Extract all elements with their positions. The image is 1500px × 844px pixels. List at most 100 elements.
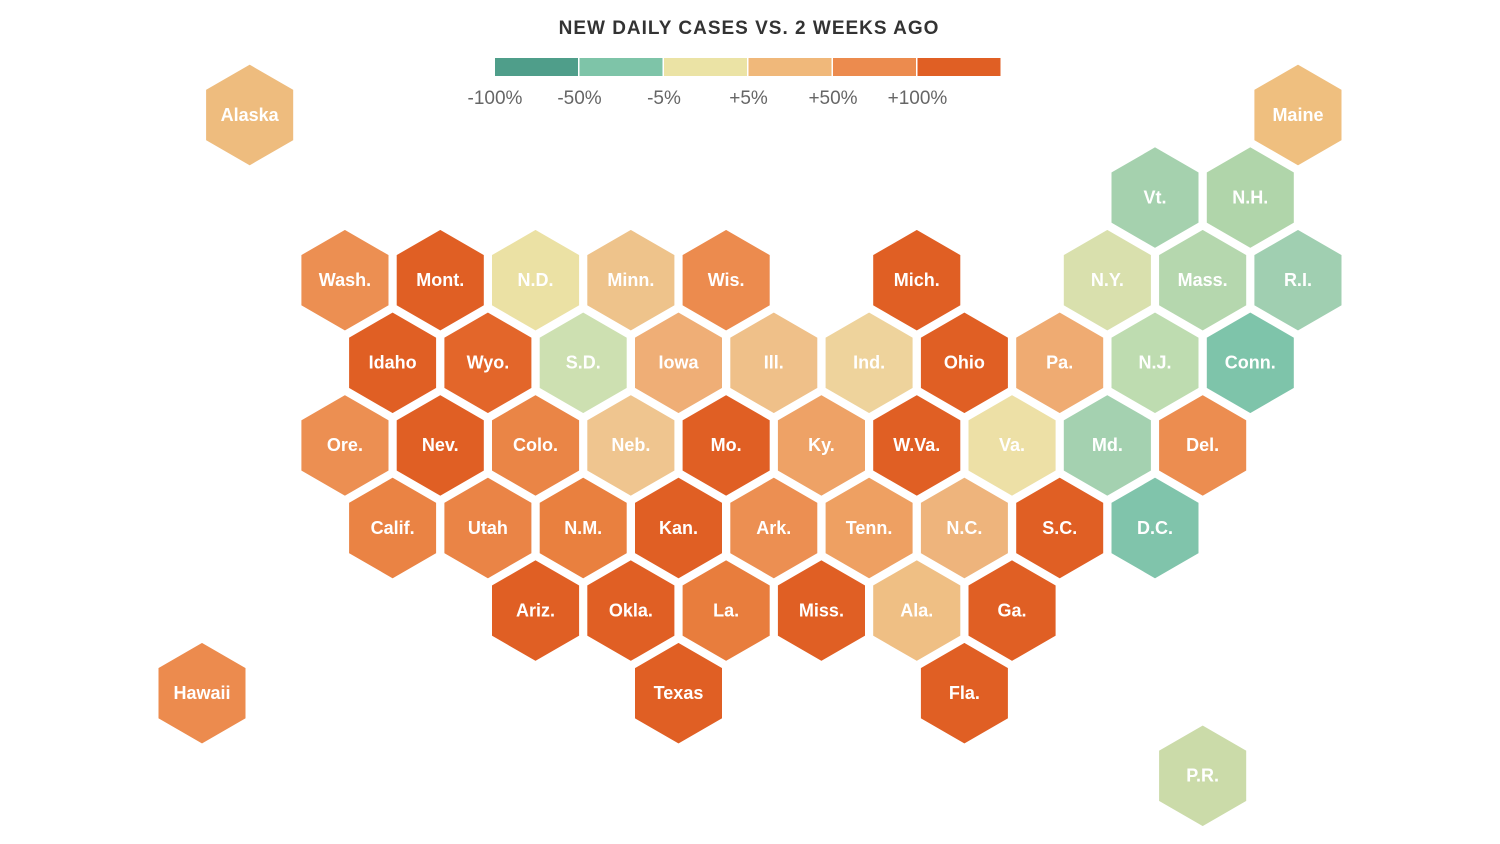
state-label: Minn. <box>607 270 654 290</box>
legend-swatch <box>664 58 747 76</box>
state-label: Mont. <box>416 270 464 290</box>
state-label: Maine <box>1272 105 1323 125</box>
state-hex <box>393 391 487 500</box>
state-hex <box>489 556 583 665</box>
state-hex <box>870 391 964 500</box>
state-hex <box>679 556 773 665</box>
state-label: R.I. <box>1284 270 1312 290</box>
state-label: Ohio <box>944 353 985 373</box>
state-hex <box>1013 309 1107 417</box>
legend-swatch <box>833 58 916 76</box>
state-label: Hawaii <box>173 683 230 703</box>
state-hex <box>822 309 916 417</box>
state-label: Ala. <box>900 600 933 620</box>
state-hex <box>1060 226 1154 334</box>
state-hex <box>679 391 773 500</box>
state-label: Iowa <box>658 353 699 373</box>
state-hex <box>965 556 1059 665</box>
state-label: P.R. <box>1186 766 1219 786</box>
state-hex <box>1108 474 1202 582</box>
state-hex <box>298 391 392 500</box>
state-label: Miss. <box>799 600 844 620</box>
state-hex <box>346 309 440 417</box>
state-label: La. <box>713 600 739 620</box>
state-hex <box>155 639 249 747</box>
state-label: Fla. <box>949 683 980 703</box>
legend-label: +5% <box>729 88 768 109</box>
state-label: Wyo. <box>467 353 510 373</box>
state-hex <box>1108 143 1202 252</box>
state-hex <box>1156 226 1250 334</box>
state-label: Ind. <box>853 353 885 373</box>
state-hex <box>727 474 821 582</box>
state-label: Alaska <box>221 105 280 125</box>
state-hex <box>822 474 916 582</box>
state-label: Okla. <box>609 600 653 620</box>
state-label: Mass. <box>1178 270 1228 290</box>
state-hex <box>632 474 725 582</box>
legend-swatch <box>579 58 663 76</box>
state-label: Ky. <box>808 435 835 455</box>
state-label: Wis. <box>708 270 745 290</box>
state-hex <box>1108 309 1202 417</box>
state-hex <box>632 639 725 747</box>
state-hex <box>441 474 535 582</box>
state-hex <box>203 61 297 169</box>
state-label: Ariz. <box>516 600 555 620</box>
state-label: N.J. <box>1138 353 1171 373</box>
state-hex <box>346 474 440 582</box>
state-label: Ga. <box>998 600 1027 620</box>
state-label: Calif. <box>371 518 415 538</box>
state-hex <box>1251 226 1345 334</box>
state-hex <box>584 556 678 665</box>
state-hex <box>584 226 678 334</box>
state-hex <box>632 309 725 417</box>
state-hex <box>441 309 535 417</box>
state-hex <box>536 309 630 417</box>
state-hex <box>1013 474 1107 582</box>
state-label: Ore. <box>327 435 363 455</box>
legend: -100% -50% -5% +5% +50% +100% <box>468 58 1001 109</box>
state-label: N.D. <box>518 270 554 290</box>
state-label: S.D. <box>566 353 601 373</box>
state-hex <box>679 226 773 334</box>
state-label: Idaho <box>369 353 417 373</box>
state-label: Neb. <box>611 435 650 455</box>
state-label: Conn. <box>1225 353 1276 373</box>
state-hex <box>298 226 392 334</box>
state-label: Kan. <box>659 518 698 538</box>
state-hex <box>774 556 868 665</box>
state-hex <box>917 309 1011 417</box>
state-label: N.Y. <box>1091 270 1124 290</box>
legend-swatch <box>917 58 1001 76</box>
map-title: NEW DAILY CASES VS. 2 WEEKS AGO <box>559 18 940 39</box>
state-label: N.M. <box>564 518 602 538</box>
state-label: W.Va. <box>893 435 940 455</box>
state-hex <box>917 639 1011 747</box>
state-hex <box>1060 391 1154 500</box>
state-hex <box>870 556 964 665</box>
state-label: Del. <box>1186 435 1219 455</box>
state-hex <box>1156 391 1250 500</box>
state-label: Utah <box>468 518 508 538</box>
state-label: Nev. <box>422 435 459 455</box>
legend-swatch <box>748 58 832 76</box>
state-hex <box>584 391 678 500</box>
legend-swatch <box>495 58 578 76</box>
state-label: S.C. <box>1042 518 1077 538</box>
state-hex <box>727 309 821 417</box>
state-label: Mich. <box>894 270 940 290</box>
legend-label: -50% <box>557 88 601 109</box>
state-hex <box>1203 309 1297 417</box>
state-label: Md. <box>1092 435 1123 455</box>
legend-label: +100% <box>888 88 948 109</box>
state-label: Vt. <box>1143 187 1166 207</box>
state-hex <box>489 391 583 500</box>
state-hex <box>774 391 868 500</box>
state-label: Tenn. <box>846 518 893 538</box>
state-hex <box>1203 143 1297 252</box>
legend-label: +50% <box>808 88 857 109</box>
state-label: N.C. <box>946 518 982 538</box>
state-hex <box>1156 722 1250 830</box>
